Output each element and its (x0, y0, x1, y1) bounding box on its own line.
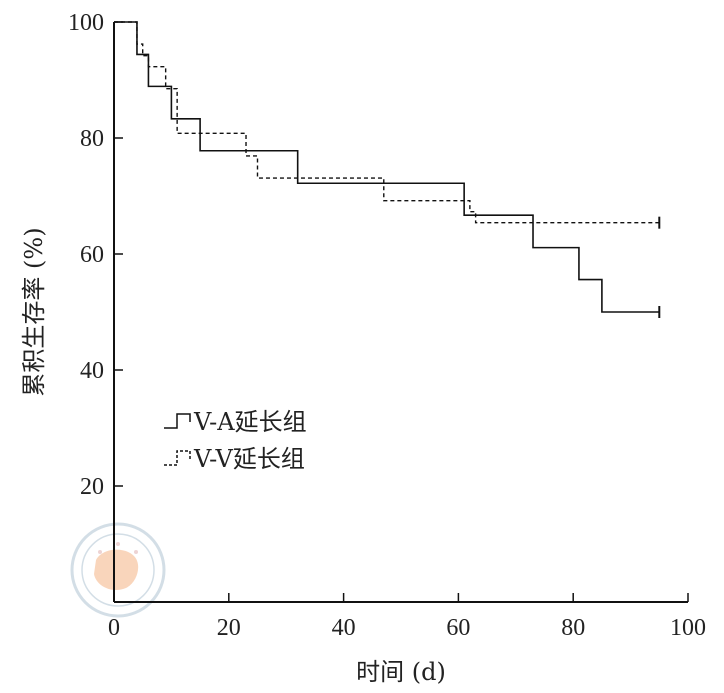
legend-swatch-1 (164, 413, 191, 429)
watermark-seal (70, 522, 166, 618)
series-line-2 (114, 21, 660, 224)
y-tick-label: 40 (80, 358, 104, 384)
legend-label-2: V-V延长组 (193, 445, 305, 473)
y-axis-title: 累积生存率 (%) (20, 227, 48, 396)
x-tick-label: 80 (561, 615, 585, 641)
y-tick-label: 80 (80, 126, 104, 152)
series-line-1 (114, 21, 660, 313)
x-tick-label: 20 (217, 615, 241, 641)
x-tick-label: 0 (108, 615, 120, 641)
y-tick-label: 60 (80, 242, 104, 268)
x-tick-label: 60 (446, 615, 470, 641)
legend: V-A延长组 V-V延长组 (164, 408, 307, 473)
plot-area (114, 21, 661, 318)
legend-swatch-2 (164, 450, 191, 466)
x-tick-label: 100 (670, 615, 706, 641)
legend-label-1: V-A延长组 (193, 408, 307, 436)
y-tick-label: 100 (68, 10, 104, 36)
x-tick-label: 40 (332, 615, 356, 641)
x-axis-title: 时间 (d) (356, 658, 446, 686)
axes: 0 20 40 60 80 100 20 40 60 80 100 时间 (d) 累积生存率 (%) (20, 10, 706, 686)
y-tick-label: 20 (80, 474, 104, 500)
